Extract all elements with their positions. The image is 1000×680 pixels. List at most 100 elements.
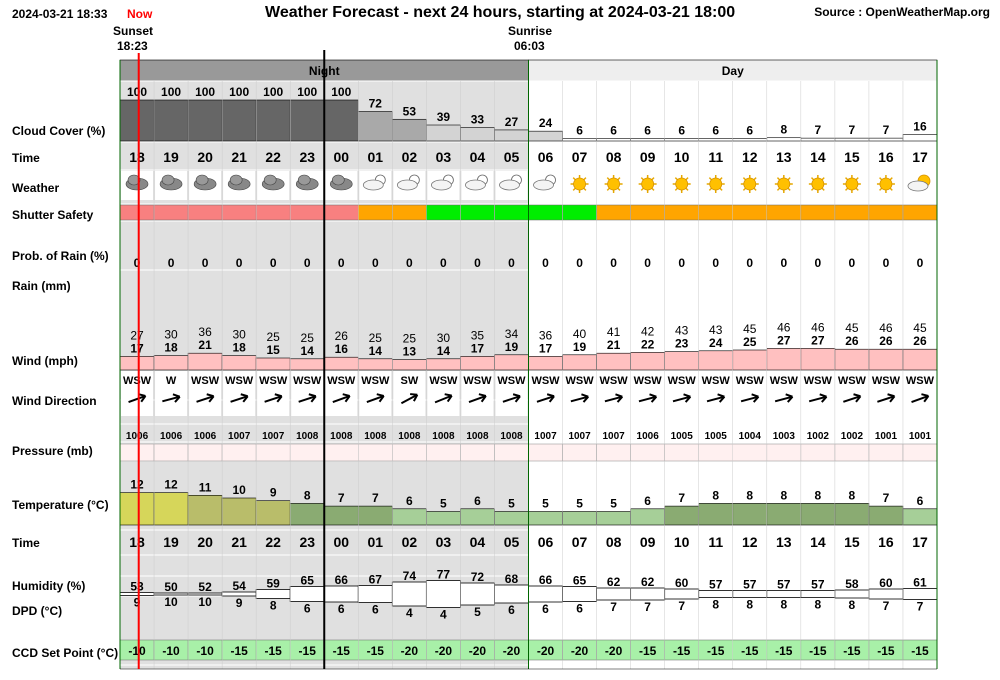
temperature-bar — [664, 505, 700, 526]
wind-arrow-shaft — [332, 394, 351, 404]
label-temperature: Temperature (°C) — [12, 498, 109, 512]
dpd-value: 6 — [338, 602, 345, 616]
ccd-set-point-value: -20 — [605, 644, 623, 658]
cloud-cover-bar — [392, 118, 427, 142]
wind-gust-value: 30 — [232, 328, 246, 342]
wind-arrow-icon — [808, 393, 828, 403]
cloud-cover-value: 7 — [849, 123, 856, 137]
hour-label-top: 13 — [776, 149, 792, 165]
wind-arrow-head — [274, 393, 283, 403]
wind-arrow-head — [683, 393, 692, 403]
cloud-cover-value: 6 — [746, 124, 753, 138]
pressure-value: 1008 — [432, 431, 455, 442]
wind-bar — [392, 359, 427, 371]
cloud-cover-value: 8 — [780, 123, 787, 137]
shutter-safety-cell — [221, 204, 257, 221]
wind-direction-cell — [121, 371, 154, 416]
wind-speed-value: 14 — [301, 344, 315, 358]
pressure-value: 1008 — [364, 431, 387, 442]
cloud-cover-bar — [732, 138, 768, 142]
wind-direction-label: WSW — [770, 375, 799, 387]
day-label: Day — [722, 64, 744, 78]
wind-speed-value: 16 — [335, 342, 349, 356]
hour-label-bottom: 00 — [333, 534, 349, 550]
wind-arrow-shaft — [706, 395, 725, 403]
humidity-box — [596, 587, 632, 601]
wind-arrow-icon — [911, 393, 930, 404]
current-datetime: 2024-03-21 18:33 — [12, 7, 108, 21]
cloud-cover-value: 24 — [539, 116, 553, 130]
wind-direction-cell — [597, 371, 630, 416]
label-time: Time — [12, 151, 40, 165]
sun-ray — [889, 187, 893, 191]
cloud-cover-value: 6 — [644, 124, 651, 138]
wind-direction-label: WSW — [736, 375, 765, 387]
humidity-value: 50 — [164, 580, 178, 594]
wind-gust-value: 26 — [335, 329, 349, 343]
prob-rain-value: 0 — [202, 256, 209, 270]
sun-ray — [617, 177, 621, 181]
ccd-set-point-value: -15 — [639, 644, 657, 658]
hour-label-bottom: 12 — [742, 534, 758, 550]
wind-bar — [766, 348, 802, 371]
wind-arrow-head — [444, 393, 453, 403]
sun-ray — [787, 177, 791, 181]
temperature-bar — [528, 511, 563, 526]
cloud-icon — [297, 174, 311, 186]
wind-direction-label: WSW — [225, 375, 254, 387]
temperature-value: 7 — [883, 491, 890, 505]
temperature-value: 8 — [815, 488, 822, 502]
wind-arrow-icon — [502, 393, 521, 403]
wind-arrow-icon — [672, 393, 692, 403]
cloud-icon — [229, 174, 243, 186]
humidity-value: 66 — [539, 573, 553, 587]
ccd-set-point-value: -15 — [843, 644, 861, 658]
cloud-cover-value: 100 — [297, 85, 317, 99]
cloud-icon — [396, 179, 418, 191]
cloud-cover-value: 100 — [331, 85, 351, 99]
wind-speed-value: 26 — [845, 334, 859, 348]
dpd-value: 8 — [849, 598, 856, 612]
sun-ray — [719, 187, 723, 191]
pressure-bar — [426, 443, 461, 462]
wind-direction-label: WSW — [327, 375, 356, 387]
chart-title: Weather Forecast - next 24 hours, starti… — [265, 4, 736, 21]
wind-direction-cell — [563, 371, 596, 416]
wind-speed-value: 18 — [232, 341, 246, 355]
dpd-value: 8 — [746, 598, 753, 612]
wind-gust-value: 40 — [573, 327, 587, 341]
wind-direction-label: WSW — [872, 375, 901, 387]
prob-rain-value: 0 — [406, 256, 413, 270]
wind-gust-value: 35 — [471, 328, 485, 342]
prob-rain-value: 0 — [712, 256, 719, 270]
cloud-cover-bar — [289, 99, 325, 142]
pressure-value: 1001 — [875, 431, 898, 442]
pressure-value: 1007 — [262, 431, 285, 442]
humidity-box — [902, 588, 938, 600]
pressure-bar — [153, 443, 189, 462]
pressure-value: 1006 — [194, 431, 217, 442]
wind-direction-cell — [393, 371, 426, 416]
sunset-label: Sunset — [113, 24, 154, 38]
temperature-value: 8 — [849, 488, 856, 502]
prob-rain-value: 0 — [780, 256, 787, 270]
sun-ray — [845, 177, 849, 181]
temperature-bar — [119, 492, 155, 526]
dpd-value: 6 — [542, 602, 549, 616]
hour-label-top: 09 — [640, 149, 656, 165]
wind-gust-value: 25 — [267, 330, 281, 344]
temperature-bar — [153, 492, 189, 526]
shutter-safety-cell — [902, 204, 938, 221]
cloud-cover-bar — [596, 138, 631, 142]
pressure-bar — [289, 443, 325, 462]
wind-arrow-icon — [434, 393, 453, 404]
humidity-value: 67 — [369, 573, 383, 587]
pressure-value: 1002 — [841, 431, 864, 442]
pressure-bar — [528, 443, 563, 462]
wind-speed-value: 14 — [369, 344, 383, 358]
wind-speed-value: 15 — [267, 343, 281, 357]
pressure-value: 1004 — [739, 431, 762, 442]
wind-arrow-head — [921, 393, 930, 403]
cloud-cover-bar — [528, 130, 563, 142]
wind-speed-value: 21 — [607, 338, 621, 352]
